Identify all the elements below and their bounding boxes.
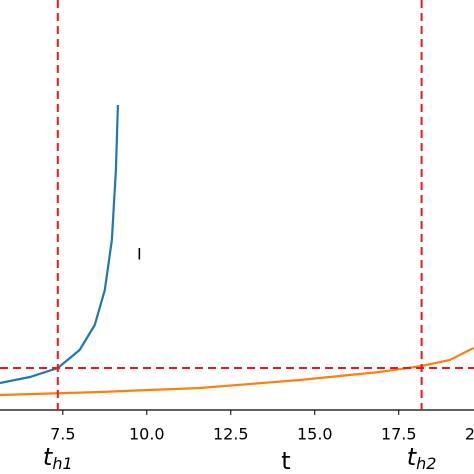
x-tick-label: 10.0 xyxy=(129,425,165,444)
x-axis-label: t xyxy=(281,447,290,474)
x-tick-label: 7.5 xyxy=(50,425,75,444)
x-tick-label: 12.5 xyxy=(213,425,249,444)
line xyxy=(0,347,474,397)
label-sub: h2 xyxy=(416,454,436,473)
reference-label: th2 xyxy=(407,443,437,473)
label-base: t xyxy=(407,443,418,471)
label-sub: h1 xyxy=(52,454,72,473)
series-label: I xyxy=(137,245,142,264)
x-tick-label: 15.0 xyxy=(297,425,333,444)
x-tick-label: 20.0 xyxy=(465,425,474,444)
reference-label: th1 xyxy=(43,443,73,473)
x-tick-label: 17.5 xyxy=(381,425,417,444)
label-base: t xyxy=(43,443,54,471)
line xyxy=(0,104,120,385)
